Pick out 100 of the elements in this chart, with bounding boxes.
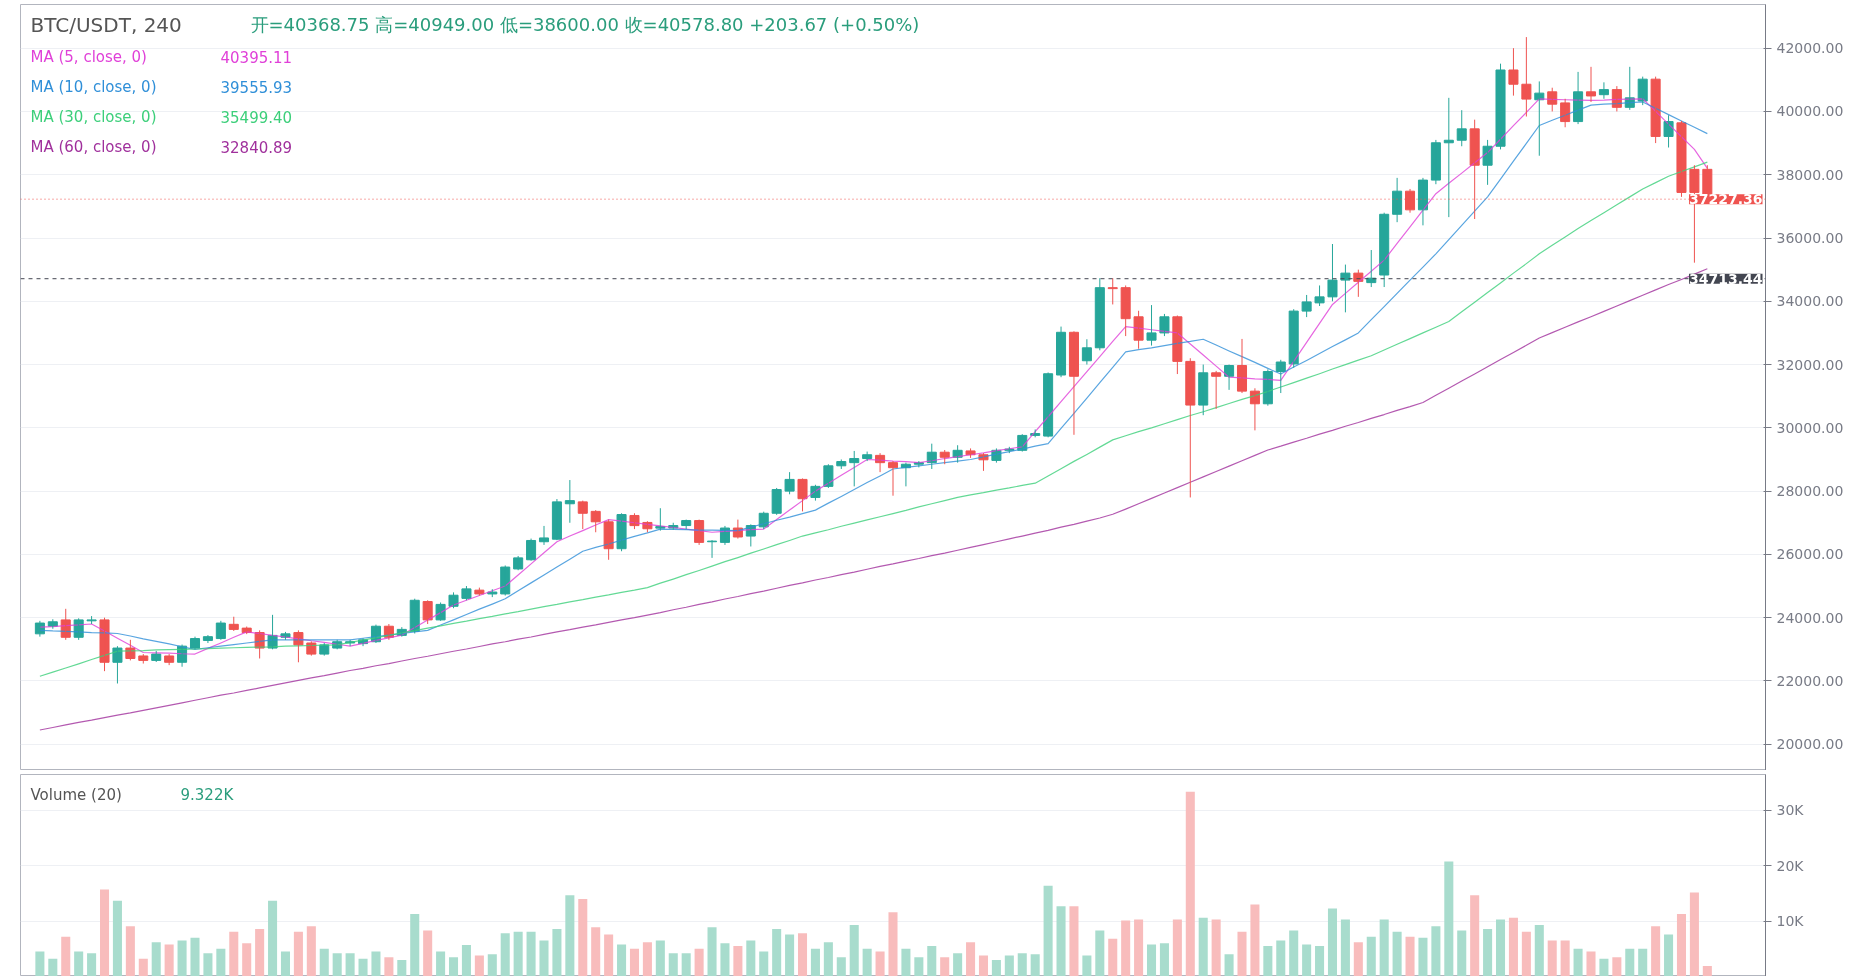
bar	[1625, 948, 1635, 976]
bar	[1172, 919, 1182, 976]
bar	[112, 900, 122, 976]
bar	[1405, 936, 1415, 976]
y-tick-label: 34000.00	[1776, 293, 1844, 310]
y-tick-label: 24000.00	[1776, 609, 1844, 626]
candlestick	[1650, 76, 1661, 144]
bar	[1418, 937, 1428, 976]
candlestick	[1340, 264, 1351, 313]
y-tick-label: 36000.00	[1776, 230, 1844, 246]
candlestick	[1159, 313, 1170, 337]
bar	[268, 900, 278, 976]
bar	[1159, 943, 1169, 976]
bar	[242, 943, 252, 976]
text: MA (60, close, 0)	[30, 137, 157, 156]
bar	[1185, 791, 1195, 976]
candlestick	[86, 615, 97, 625]
bar	[759, 951, 769, 976]
bar	[384, 957, 394, 976]
bar	[1030, 954, 1040, 976]
bar	[1651, 926, 1661, 976]
candlestick	[306, 640, 317, 657]
bar	[1599, 958, 1609, 976]
candlestick	[1172, 315, 1183, 375]
bar	[1302, 944, 1312, 976]
candlestick	[1456, 109, 1467, 147]
bar	[1043, 885, 1053, 976]
candlestick	[1482, 139, 1493, 186]
candlestick	[1314, 284, 1325, 307]
text: 开=40368.75 高=40949.00 低=38600.00 收=40578.80 +203.67 (+0.50%)	[250, 14, 920, 35]
bar	[642, 942, 652, 976]
candlestick	[1146, 304, 1157, 347]
y-tick-label: 42000.00	[1776, 40, 1844, 57]
bar	[293, 931, 303, 976]
bar	[733, 946, 743, 976]
bar	[1315, 946, 1325, 976]
bar	[810, 948, 820, 976]
bar	[772, 928, 782, 976]
candlestick	[151, 650, 162, 663]
bar	[138, 958, 148, 976]
candlestick	[603, 519, 614, 561]
bar	[978, 955, 989, 976]
bar	[1573, 948, 1583, 976]
bar	[1676, 913, 1687, 976]
y-tick-label: 32000.00	[1776, 356, 1844, 373]
bar	[513, 931, 523, 976]
bar	[539, 940, 549, 976]
bar	[953, 953, 963, 976]
bar	[552, 928, 562, 976]
bar	[655, 940, 665, 976]
bar	[332, 953, 342, 976]
annotation: 39555.93	[220, 78, 293, 97]
bar	[1379, 919, 1389, 976]
bar	[423, 930, 433, 976]
bar	[1237, 931, 1247, 976]
bar	[1121, 920, 1131, 976]
text: Volume (20)	[30, 785, 122, 804]
chart-title: BTC/USDT, 240	[30, 12, 182, 37]
bar	[461, 944, 471, 976]
candlestick	[1107, 277, 1118, 305]
bar	[1327, 908, 1338, 976]
bar	[629, 948, 640, 976]
bar	[474, 955, 484, 976]
bar	[61, 936, 71, 976]
bar	[1056, 906, 1066, 976]
bar	[280, 951, 291, 976]
bar	[1470, 895, 1480, 976]
y-tick-label: 26000.00	[1776, 546, 1844, 563]
text: MA (10, close, 0)	[30, 77, 157, 96]
candlestick	[422, 599, 433, 625]
bar	[319, 948, 329, 976]
bar	[940, 957, 950, 976]
text: MA (30, close, 0)	[30, 107, 157, 126]
bar	[1495, 919, 1506, 976]
bar	[862, 948, 872, 976]
bar	[1250, 904, 1260, 976]
bar	[410, 913, 420, 976]
candlestick	[1120, 284, 1131, 337]
y-tick-label: 20000.00	[1776, 736, 1844, 753]
candlestick	[849, 450, 860, 487]
annotation: 40395.11	[220, 48, 293, 67]
y-tick-label: 10K	[1776, 913, 1805, 930]
annotation: 32840.89	[220, 138, 293, 157]
bar	[591, 927, 601, 976]
bar	[1366, 936, 1376, 976]
bar	[371, 951, 381, 976]
bar	[694, 948, 704, 976]
candlestick	[112, 645, 123, 684]
bar	[785, 934, 795, 976]
candlestick	[1508, 47, 1519, 97]
candlestick	[823, 463, 834, 489]
y-tick-label: 40000.00	[1776, 103, 1844, 120]
candlestick	[707, 539, 718, 559]
candlestick	[1353, 269, 1364, 298]
candlestick	[784, 471, 795, 495]
candlestick	[1327, 243, 1338, 302]
candlestick	[1094, 277, 1105, 351]
candlestick	[1585, 66, 1597, 103]
bar	[1392, 931, 1402, 976]
annotation: 9.322K	[180, 785, 235, 804]
